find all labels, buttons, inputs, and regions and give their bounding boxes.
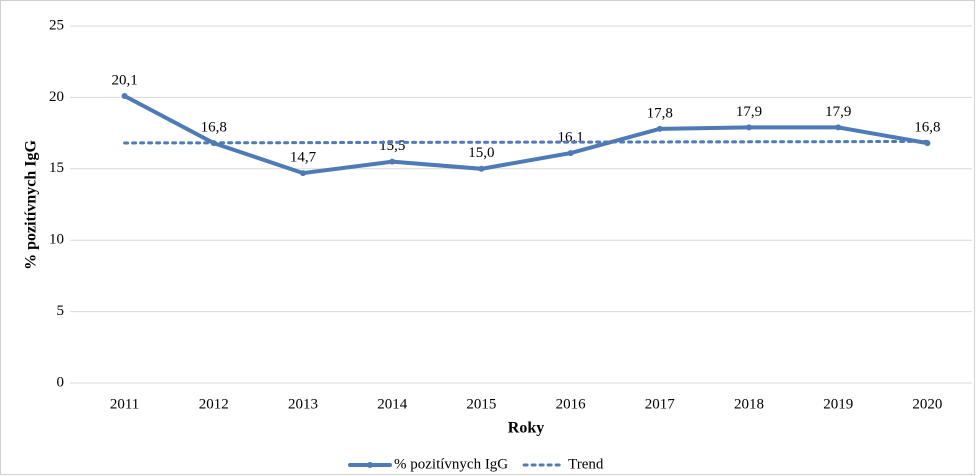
x-tick-label: 2012 [199, 396, 229, 412]
y-tick-label: 0 [57, 374, 65, 390]
data-label: 16,8 [914, 120, 940, 136]
data-point [746, 124, 752, 131]
x-tick-label: 2013 [288, 396, 318, 412]
trend-line [123, 139, 929, 145]
x-tick-label: 2017 [645, 396, 676, 412]
data-label: 16,8 [201, 120, 227, 136]
x-tick-label: 2018 [734, 396, 764, 412]
data-label: 17,8 [647, 105, 673, 121]
y-tick-label: 20 [49, 89, 64, 105]
x-tick-label: 2015 [466, 396, 496, 412]
data-line [122, 93, 930, 176]
y-tick-label: 5 [57, 303, 65, 319]
x-tick-label: 2019 [823, 396, 853, 412]
y-tick-label: 10 [49, 232, 64, 248]
data-point [300, 170, 306, 177]
data-point [835, 124, 842, 131]
data-point [656, 125, 663, 132]
x-tick-label: 2011 [110, 396, 139, 412]
legend-label: % pozitívnych IgG [394, 456, 508, 472]
data-point [121, 92, 128, 99]
y-axis-label: % pozitívnych IgG [23, 140, 40, 270]
data-label: 17,9 [736, 104, 762, 120]
legend-label: Trend [568, 456, 604, 472]
data-label: 15,5 [379, 138, 405, 154]
x-tick-label: 2020 [912, 396, 942, 412]
x-tick-label: 2014 [377, 396, 408, 412]
data-label: 14,7 [290, 150, 317, 166]
data-label: 17,9 [825, 104, 851, 120]
x-tick-label: 2016 [556, 396, 587, 412]
data-point [567, 150, 574, 157]
data-label: 20,1 [111, 72, 137, 88]
data-point [478, 165, 485, 172]
data-point [389, 158, 396, 165]
data-label: 15,0 [468, 145, 494, 161]
y-tick-label: 15 [49, 160, 64, 176]
x-axis-label: Roky [508, 420, 544, 437]
legend-marker [367, 462, 373, 468]
y-tick-label: 25 [49, 17, 64, 33]
